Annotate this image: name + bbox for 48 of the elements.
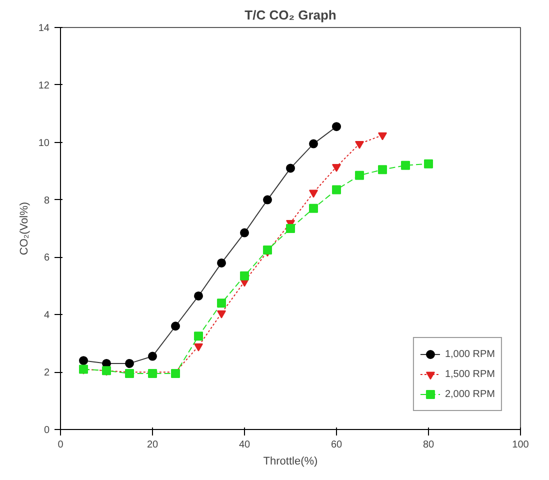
x-tick-label: 100 bbox=[512, 440, 530, 450]
x-tick-label: 40 bbox=[238, 440, 250, 450]
point bbox=[194, 343, 203, 352]
x-axis-title: Throttle(%) bbox=[263, 456, 318, 468]
point bbox=[332, 164, 341, 172]
y-tick-label: 14 bbox=[38, 23, 50, 34]
point bbox=[217, 258, 226, 268]
point bbox=[424, 159, 433, 168]
point bbox=[309, 139, 318, 148]
point bbox=[286, 224, 295, 233]
point bbox=[378, 165, 387, 174]
y-tick-label: 4 bbox=[44, 310, 50, 322]
point bbox=[171, 322, 180, 331]
y-tick-label: 10 bbox=[38, 138, 50, 149]
point bbox=[355, 170, 364, 180]
y-tick-label: 6 bbox=[44, 252, 50, 264]
point bbox=[332, 185, 341, 194]
x-tick-label: 0 bbox=[58, 440, 64, 450]
legend-label: 2,000 RPM bbox=[444, 388, 495, 400]
point bbox=[240, 271, 249, 280]
y-tick-label: 12 bbox=[38, 80, 50, 92]
x-tick-label: 80 bbox=[422, 440, 434, 450]
point bbox=[194, 332, 203, 341]
point bbox=[217, 298, 226, 308]
point bbox=[332, 122, 341, 132]
point bbox=[309, 190, 318, 198]
legend-label: 1,000 RPM bbox=[444, 348, 495, 360]
point bbox=[194, 291, 203, 300]
point bbox=[401, 160, 410, 170]
chart-title: T/C CO₂ Graph bbox=[244, 8, 336, 22]
point bbox=[125, 358, 134, 368]
y-tick-label: 2 bbox=[44, 368, 50, 379]
y-axis-title: CO₂(Vol%) bbox=[18, 202, 30, 256]
point bbox=[217, 310, 226, 318]
point bbox=[378, 132, 387, 140]
point bbox=[286, 164, 295, 173]
point bbox=[263, 195, 272, 204]
x-tick-label: 60 bbox=[330, 440, 342, 450]
point bbox=[148, 352, 157, 361]
legend-label: 1,500 RPM bbox=[444, 368, 495, 380]
point bbox=[240, 228, 249, 238]
y-tick-label: 8 bbox=[44, 195, 50, 206]
point bbox=[355, 140, 364, 149]
y-tick-label: 0 bbox=[44, 425, 50, 436]
point bbox=[263, 246, 272, 255]
point bbox=[309, 204, 318, 213]
x-tick-label: 20 bbox=[146, 440, 158, 450]
point bbox=[79, 356, 88, 366]
